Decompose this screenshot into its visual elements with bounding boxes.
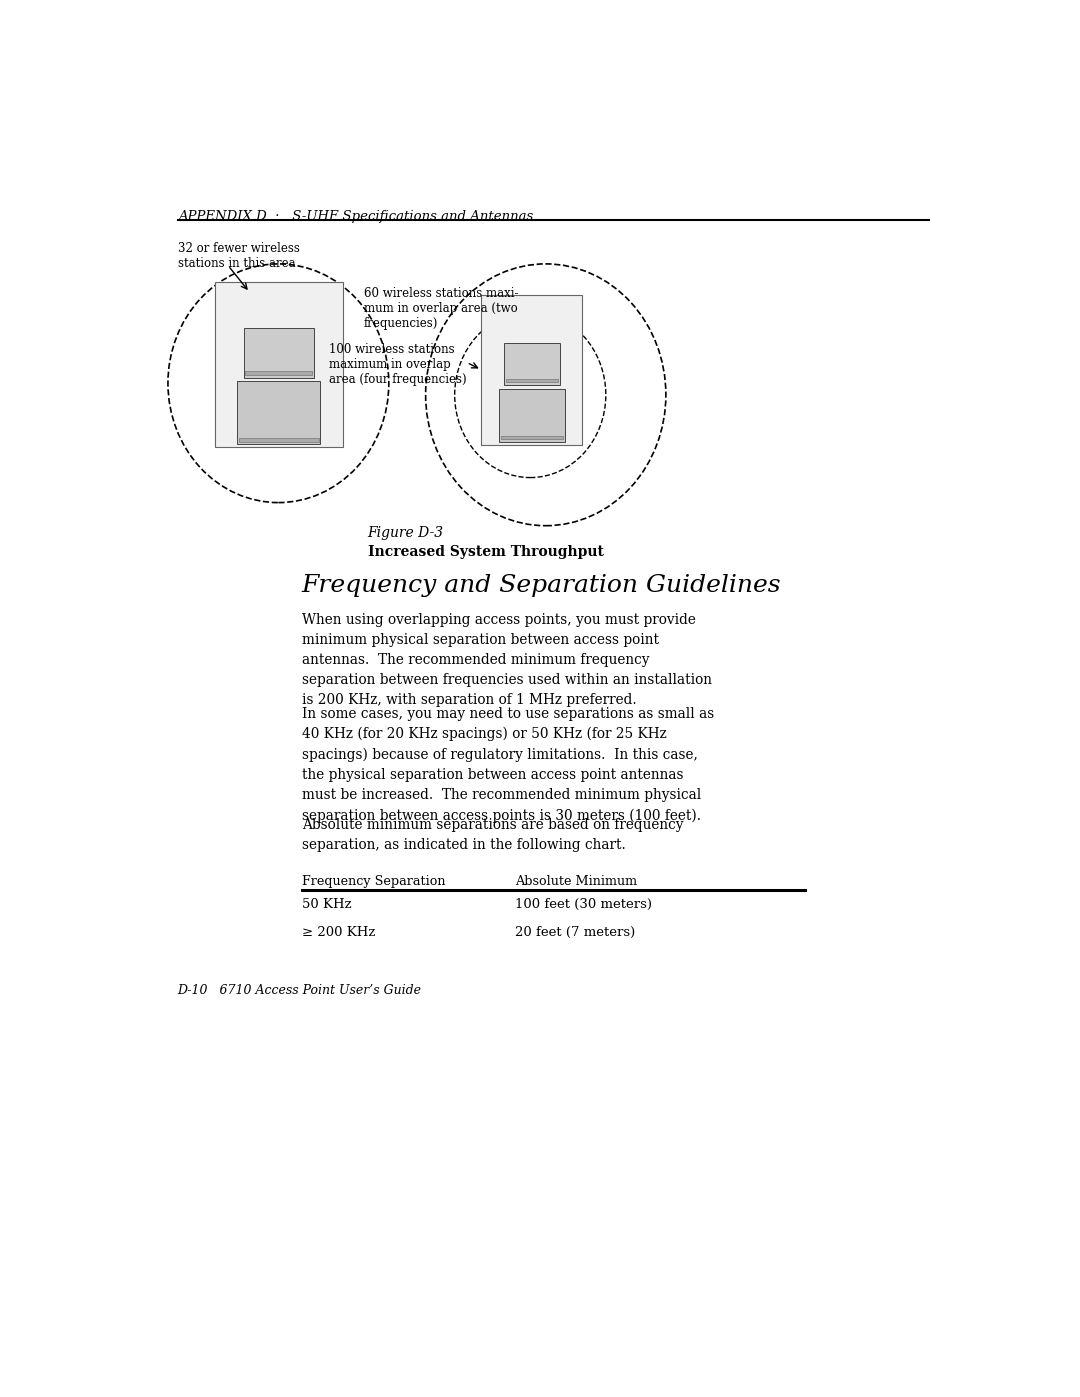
Text: ≥ 200 KHz: ≥ 200 KHz [301, 926, 375, 939]
Bar [505, 380, 558, 383]
Text: 100 feet (30 meters): 100 feet (30 meters) [515, 898, 651, 911]
Bar [244, 328, 314, 377]
Bar [501, 436, 563, 440]
Text: 20 feet (7 meters): 20 feet (7 meters) [515, 926, 635, 939]
Bar [499, 390, 565, 441]
Bar [215, 282, 342, 447]
Text: 100 wireless stations
maximum in overlap
area (four frequencies): 100 wireless stations maximum in overlap… [328, 344, 467, 386]
Text: Frequency and Separation Guidelines: Frequency and Separation Guidelines [301, 574, 781, 597]
Text: In some cases, you may need to use separations as small as
40 KHz (for 20 KHz sp: In some cases, you may need to use separ… [301, 707, 714, 823]
Text: Frequency Separation: Frequency Separation [301, 875, 445, 887]
Text: Figure D-3: Figure D-3 [367, 525, 444, 539]
Bar [504, 342, 559, 384]
Bar [245, 372, 312, 376]
Bar [238, 381, 321, 444]
Text: 50 KHz: 50 KHz [301, 898, 351, 911]
Text: APPENDIX D  ·   S-UHF Specifications and Antennas: APPENDIX D · S-UHF Specifications and An… [177, 210, 532, 224]
Text: 60 wireless stations maxi-
mum in overlap area (two
frequencies): 60 wireless stations maxi- mum in overla… [364, 286, 518, 330]
Text: Absolute Minimum: Absolute Minimum [515, 875, 637, 887]
Text: Absolute minimum separations are based on frequency
separation, as indicated in : Absolute minimum separations are based o… [301, 819, 684, 852]
Text: When using overlapping access points, you must provide
minimum physical separati: When using overlapping access points, yo… [301, 613, 712, 707]
Text: Increased System Throughput: Increased System Throughput [367, 545, 604, 559]
Text: 32 or fewer wireless
stations in this area: 32 or fewer wireless stations in this ar… [177, 242, 299, 271]
Text: D-10   6710 Access Point User’s Guide: D-10 6710 Access Point User’s Guide [177, 983, 421, 997]
Bar [239, 437, 319, 441]
Bar [482, 295, 582, 444]
